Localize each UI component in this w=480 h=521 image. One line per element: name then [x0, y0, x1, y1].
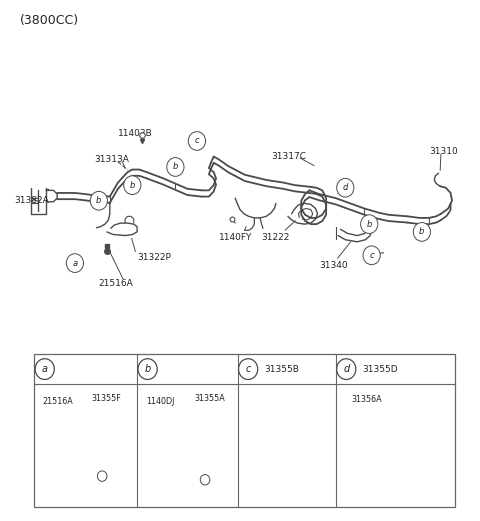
Text: 1140DJ: 1140DJ	[146, 397, 174, 406]
Circle shape	[167, 158, 184, 176]
Text: 31355F: 31355F	[92, 393, 121, 403]
Circle shape	[336, 178, 354, 197]
Text: 21516A: 21516A	[99, 279, 133, 289]
Circle shape	[336, 358, 356, 379]
Circle shape	[188, 132, 205, 151]
Text: 31340: 31340	[319, 261, 348, 270]
Text: 21516A: 21516A	[43, 397, 73, 406]
Text: 31356A: 31356A	[351, 394, 382, 404]
Text: (3800CC): (3800CC)	[20, 14, 79, 27]
Text: c: c	[369, 251, 374, 260]
Text: b: b	[130, 181, 135, 190]
Text: b: b	[144, 364, 151, 374]
Circle shape	[138, 358, 157, 379]
Text: a: a	[72, 258, 77, 268]
Circle shape	[90, 191, 108, 210]
Text: d: d	[343, 183, 348, 192]
Text: b: b	[367, 220, 372, 229]
Circle shape	[35, 358, 54, 379]
Text: 31313A: 31313A	[94, 155, 129, 164]
Text: c: c	[245, 364, 251, 374]
Text: 31382A: 31382A	[14, 196, 49, 205]
Text: 31355B: 31355B	[264, 365, 299, 374]
Text: 31322P: 31322P	[137, 253, 171, 263]
Text: b: b	[419, 228, 424, 237]
Circle shape	[413, 222, 431, 241]
Circle shape	[66, 254, 84, 272]
Text: d: d	[343, 364, 349, 374]
Circle shape	[360, 215, 378, 233]
Text: b: b	[173, 163, 178, 171]
Text: 31355D: 31355D	[362, 365, 397, 374]
Text: c: c	[194, 137, 199, 145]
Text: a: a	[42, 364, 48, 374]
Text: 31317C: 31317C	[271, 152, 306, 161]
Bar	[34, 354, 456, 507]
Text: b: b	[96, 196, 101, 205]
Text: 1140FY: 1140FY	[218, 232, 252, 242]
Text: 11403B: 11403B	[118, 129, 153, 138]
Circle shape	[239, 358, 258, 379]
Circle shape	[363, 246, 380, 265]
Circle shape	[124, 176, 141, 194]
Text: 31222: 31222	[262, 232, 290, 242]
Text: 31355A: 31355A	[194, 393, 225, 403]
Text: 31310: 31310	[429, 147, 458, 156]
